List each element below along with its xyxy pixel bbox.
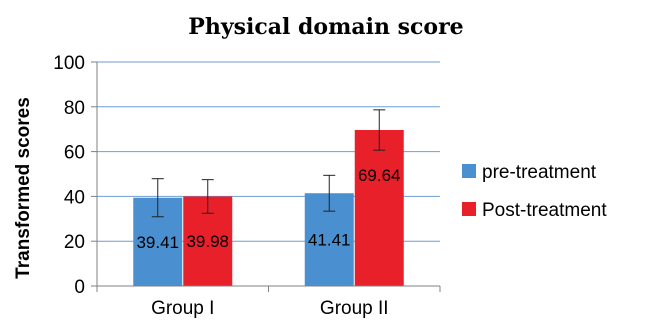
data-label: 69.64 bbox=[358, 166, 401, 185]
x-tick-label: Group I bbox=[151, 298, 214, 319]
legend: pre-treatment Post-treatment bbox=[462, 162, 607, 221]
axes: 0 20 40 60 80 100 Group I Group II bbox=[53, 53, 441, 319]
chart-title: Physical domain score bbox=[188, 14, 463, 40]
y-tick-label: 40 bbox=[64, 187, 85, 208]
y-tick-label: 60 bbox=[64, 143, 85, 164]
y-tick-label: 100 bbox=[53, 53, 85, 74]
data-labels: 39.41 39.98 41.41 69.64 bbox=[136, 166, 400, 252]
x-tick-label: Group II bbox=[320, 298, 389, 319]
legend-label: Post-treatment bbox=[482, 200, 607, 221]
data-label: 41.41 bbox=[308, 231, 351, 250]
y-axis-label: Transformed scores bbox=[13, 97, 34, 279]
legend-label: pre-treatment bbox=[482, 162, 597, 183]
y-tick-label: 80 bbox=[64, 98, 85, 119]
legend-swatch bbox=[462, 202, 476, 216]
bars bbox=[133, 109, 404, 286]
data-label: 39.41 bbox=[136, 233, 179, 252]
y-tick-label: 20 bbox=[64, 232, 85, 253]
data-label: 39.98 bbox=[186, 232, 229, 251]
bar bbox=[354, 130, 404, 286]
legend-swatch bbox=[462, 164, 476, 178]
y-tick-label: 0 bbox=[74, 277, 85, 298]
